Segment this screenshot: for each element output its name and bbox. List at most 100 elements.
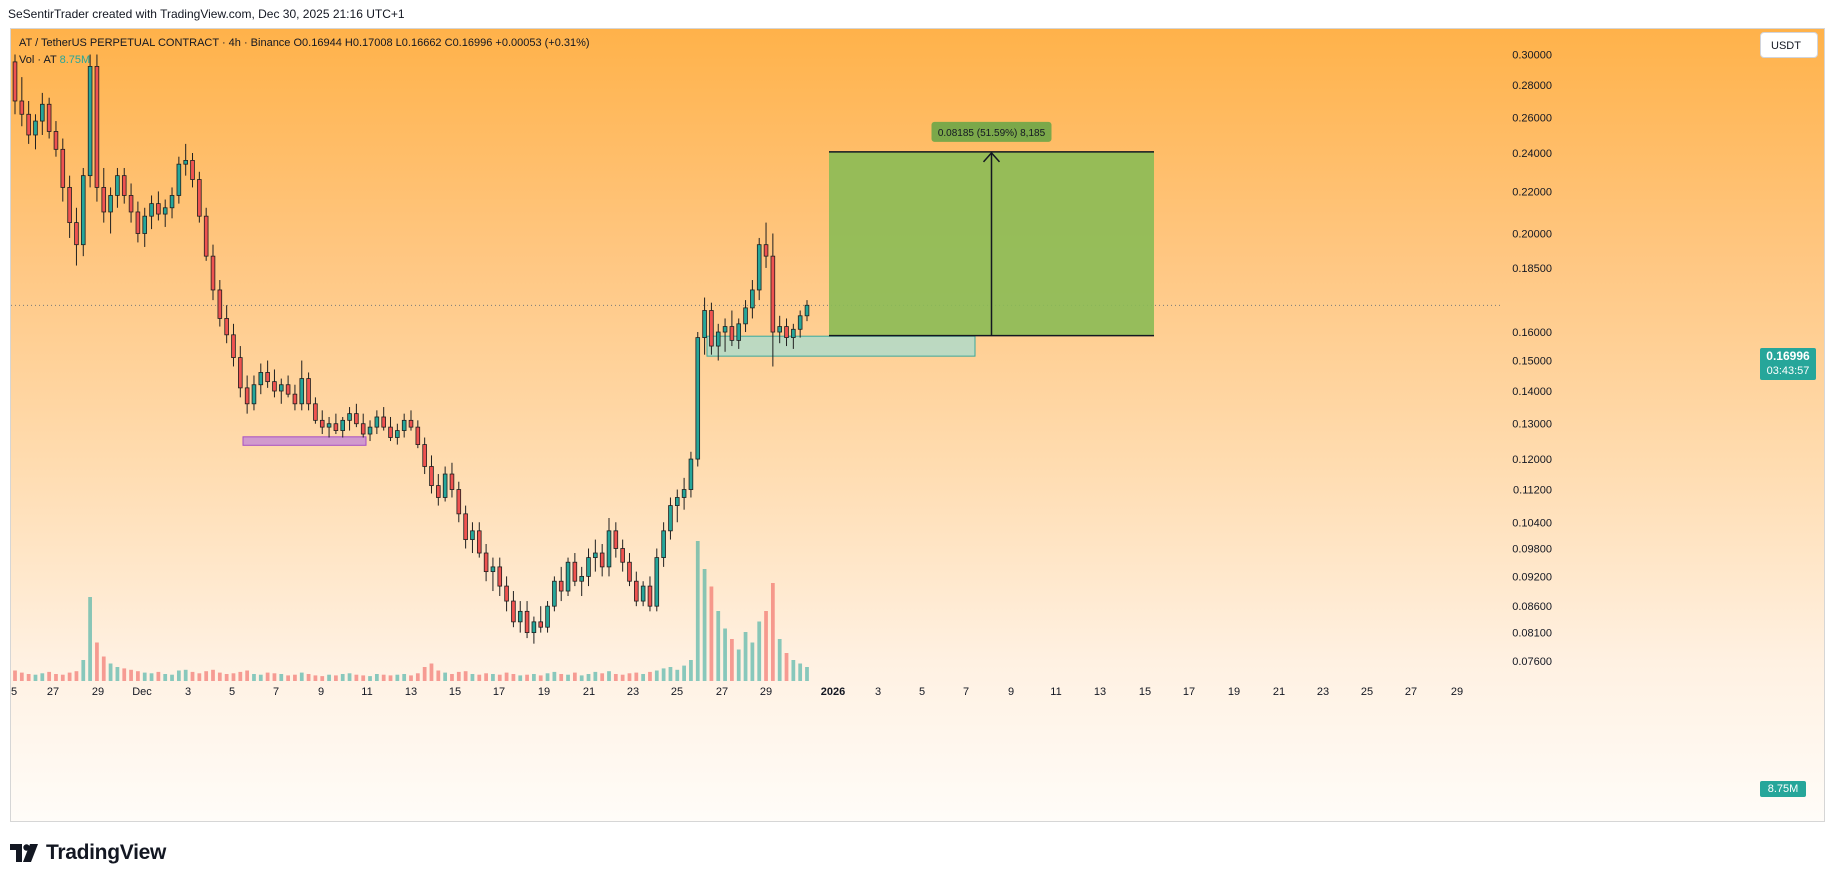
tradingview-logo[interactable]: TradingView — [10, 840, 166, 866]
time-scale-label: 7 — [273, 686, 279, 698]
volume-bar — [764, 611, 768, 681]
candle — [599, 544, 605, 577]
candle — [74, 207, 79, 266]
currency-button[interactable]: USDT — [1760, 32, 1818, 58]
candle — [46, 97, 52, 139]
candle — [456, 481, 462, 523]
candle-body — [94, 66, 100, 188]
candle-body — [531, 621, 537, 634]
price-scale-label: 0.16000 — [1512, 327, 1552, 339]
candle-body — [360, 423, 366, 435]
candle — [190, 153, 195, 188]
symbol-legend-row: AT / TetherUS PERPETUAL CONTRACT · 4h · … — [19, 35, 590, 52]
chart-canvas[interactable]: 0.08185 (51.59%) 8,185 0.30000 0.28000 0.26… — [11, 29, 1825, 822]
symbol-legend: AT / TetherUS PERPETUAL CONTRACT · 4h · … — [19, 35, 590, 69]
volume-bar — [115, 667, 120, 681]
last-volume-tag: 8.75M — [1760, 781, 1806, 797]
volume-bar — [593, 671, 598, 681]
candle — [354, 403, 359, 428]
candle-body — [613, 530, 619, 549]
candle — [360, 413, 366, 438]
price-scale-label: 0.22000 — [1512, 186, 1552, 198]
candle-body — [756, 244, 762, 291]
candle — [285, 375, 291, 398]
candle-body — [449, 473, 455, 490]
time-scale-label: 7 — [963, 686, 969, 698]
time-scale-label: 11 — [1050, 686, 1061, 698]
candle — [654, 548, 660, 612]
candle-body — [483, 552, 489, 573]
volume-bar — [217, 672, 222, 681]
price-scale-label: 0.12000 — [1512, 454, 1552, 466]
candle-body — [640, 585, 646, 602]
candle-body — [128, 195, 134, 213]
candle-body — [763, 244, 769, 257]
volume-bar — [723, 628, 727, 681]
candle-body — [197, 179, 202, 217]
ohlc-high: H0.17008 — [344, 37, 393, 49]
candle-body — [121, 175, 127, 196]
candle-body — [285, 384, 291, 395]
candle — [19, 77, 25, 127]
candle — [429, 455, 434, 494]
candle-body — [354, 413, 359, 425]
symbol-title[interactable]: AT / TetherUS PERPETUAL CONTRACT · 4h · … — [19, 37, 291, 49]
candle-body — [401, 419, 407, 431]
volume-bar — [470, 674, 475, 681]
candle — [388, 416, 393, 442]
volume-bar — [129, 669, 133, 681]
candle-body — [688, 458, 694, 490]
candle — [415, 420, 421, 449]
volume-bar — [777, 639, 782, 681]
candle — [688, 451, 694, 498]
volume-bar — [422, 667, 427, 681]
candle — [381, 407, 386, 431]
candle-body — [593, 552, 598, 558]
volume-bar — [552, 671, 557, 681]
candle — [558, 566, 564, 602]
price-scale-label: 0.14000 — [1512, 386, 1552, 398]
candle — [436, 474, 441, 506]
time-scale-label: 19 — [538, 686, 550, 698]
candle-body — [681, 489, 687, 498]
candle — [606, 518, 612, 577]
candle-body — [538, 621, 544, 628]
candle-body — [176, 163, 182, 196]
candle — [791, 323, 796, 349]
price-scale-label: 0.08600 — [1512, 601, 1552, 613]
candle — [60, 138, 66, 202]
chart-pane[interactable]: 0.08185 (51.59%) 8,185 0.30000 0.28000 0.26… — [10, 28, 1825, 822]
candle — [278, 378, 284, 404]
volume-bar — [33, 674, 38, 681]
volume-indicator-value: 8.75M — [59, 54, 91, 66]
candle — [797, 310, 803, 338]
volume-bar — [156, 671, 161, 681]
volume-bar — [695, 541, 700, 681]
candle — [395, 423, 400, 445]
time-scale: 5 27 29 Dec 3 5 7 9 11 13 15 17 19 21 23 25 27 29 2026 3 5 7 9… — [11, 686, 1463, 698]
candle-body — [729, 326, 735, 341]
candle — [292, 384, 298, 411]
candle — [272, 369, 277, 398]
volume-bar — [347, 673, 352, 681]
candle — [12, 54, 18, 115]
volume-bar — [95, 642, 99, 681]
time-scale-label: 13 — [1094, 686, 1106, 698]
volume-bar — [545, 673, 550, 681]
candle — [135, 201, 141, 243]
measure-label: 0.08185 (51.59%) 8,185 — [938, 128, 1046, 139]
volume-bar — [238, 671, 243, 681]
volume-bar — [47, 671, 52, 681]
candle — [463, 505, 468, 549]
candle — [722, 318, 728, 352]
candle-body — [674, 497, 680, 506]
volume-bar — [40, 673, 45, 681]
volume-bar — [142, 672, 147, 681]
volume-bar — [702, 569, 707, 681]
candle — [94, 54, 100, 202]
candle — [565, 557, 571, 597]
candle — [763, 222, 769, 268]
volume-indicator-label[interactable]: Vol · AT — [19, 54, 57, 66]
candle-body — [436, 485, 441, 498]
candle-body — [586, 557, 591, 577]
